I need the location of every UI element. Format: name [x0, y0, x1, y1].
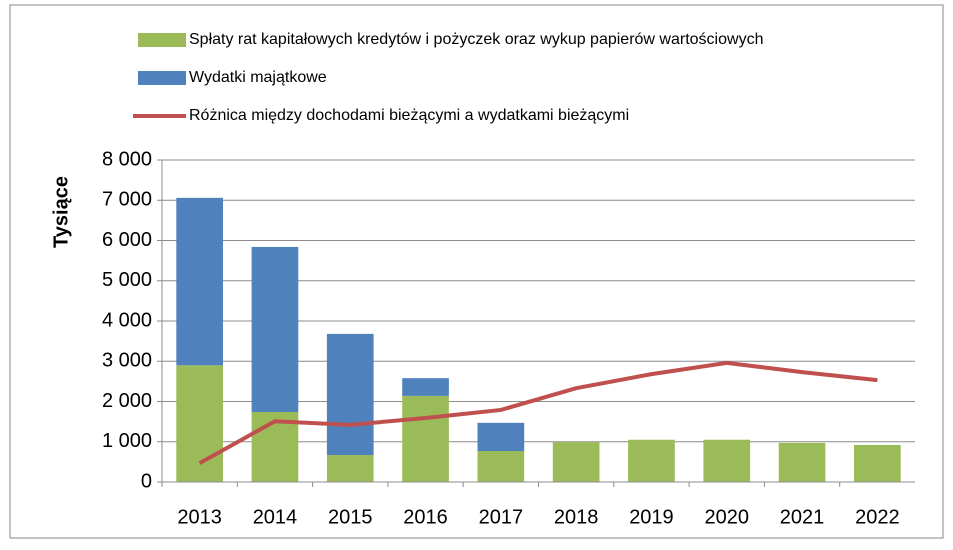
bar-segment	[402, 395, 449, 482]
legend-label: Różnica między dochodami bieżącymi a wyd…	[189, 107, 629, 124]
y-axis-title: Tysiące	[50, 176, 72, 248]
bar-segment	[552, 442, 600, 482]
bar-segment	[176, 365, 223, 482]
bar-segment	[477, 451, 525, 482]
y-tick-label: 0	[141, 470, 152, 492]
x-tick-label: 2013	[177, 506, 222, 528]
bar-segment	[477, 422, 525, 452]
legend-marker	[138, 71, 186, 85]
legend-marker	[138, 33, 186, 47]
bar-segment	[326, 455, 374, 482]
x-tick-label: 2014	[253, 506, 298, 528]
bar-segment	[778, 442, 826, 482]
y-tick-label: 7 000	[102, 189, 152, 211]
x-tick-label: 2020	[705, 506, 750, 528]
legend-label: Spłaty rat kapitałowych kredytów i pożyc…	[189, 31, 763, 48]
line	[198, 360, 878, 465]
bar-segment	[628, 439, 675, 482]
bar-segment	[402, 378, 449, 396]
y-tick-label: 5 000	[102, 269, 152, 291]
y-tick-label: 1 000	[102, 430, 152, 452]
bar-segment	[703, 439, 751, 482]
bar-segment	[326, 333, 374, 456]
x-tick-label: 2021	[780, 506, 825, 528]
bar-segment	[251, 246, 299, 412]
x-tick-label: 2018	[554, 506, 599, 528]
y-tick-label: 3 000	[102, 350, 152, 372]
y-tick-label: 2 000	[102, 390, 152, 412]
y-tick-label: 6 000	[102, 229, 152, 251]
x-tick-label: 2019	[629, 506, 674, 528]
x-tick-label: 2017	[479, 506, 524, 528]
y-tick-label: 4 000	[102, 309, 152, 331]
x-tick-label: 2016	[403, 506, 448, 528]
x-tick-label: 2015	[328, 506, 373, 528]
bar-segment	[854, 444, 901, 482]
bar-segment	[176, 197, 223, 366]
legend-label: Wydatki majątkowe	[189, 69, 327, 86]
y-tick-label: 8 000	[102, 148, 152, 170]
x-tick-label: 2022	[855, 506, 900, 528]
